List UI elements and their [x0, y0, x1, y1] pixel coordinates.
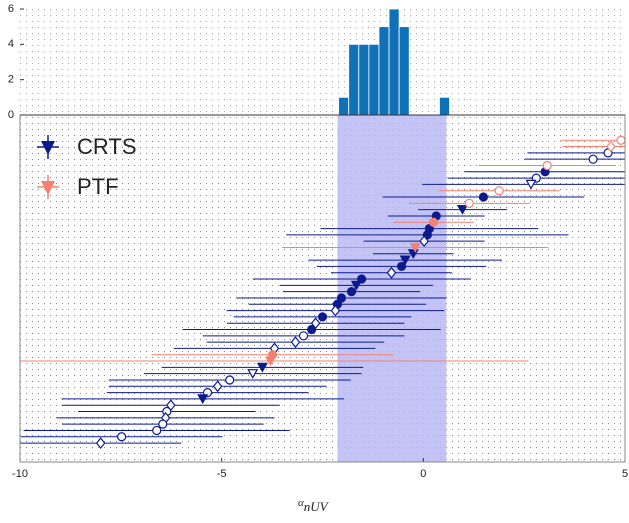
marker [616, 135, 625, 145]
marker [478, 192, 489, 202]
x-tick-label: -5 [217, 468, 227, 480]
x-tick-label: 0 [420, 468, 426, 480]
marker [396, 261, 407, 272]
marker [419, 235, 429, 248]
histogram-bar [388, 8, 400, 116]
x-tick-label: 5 [622, 468, 628, 480]
marker [346, 287, 357, 297]
marker [606, 140, 616, 153]
marker [399, 255, 411, 266]
y-tick-label: 0 [8, 109, 14, 121]
marker [336, 293, 347, 303]
marker [317, 312, 328, 322]
legend-marker [41, 141, 55, 155]
marker [525, 179, 537, 190]
marker [298, 331, 309, 341]
marker [247, 369, 259, 379]
legend-label: CRTS [77, 134, 137, 159]
bottom-grid [20, 115, 625, 462]
marker [330, 304, 341, 317]
marker [197, 394, 209, 405]
points [20, 135, 625, 450]
marker [95, 437, 106, 450]
marker [117, 432, 127, 442]
marker [428, 217, 439, 227]
legend-label: PTF [77, 174, 119, 199]
marker [494, 186, 504, 196]
histogram-bar [398, 26, 410, 116]
histogram-bar [378, 26, 390, 116]
histogram-bar [358, 43, 370, 116]
top-grid [20, 9, 625, 115]
marker [290, 336, 301, 349]
marker [456, 205, 468, 215]
x-tick-label: -10 [12, 468, 28, 480]
histogram-bar [348, 43, 360, 116]
marker [588, 154, 598, 164]
histogram-bar [439, 96, 450, 116]
marker [225, 375, 235, 385]
marker [350, 280, 362, 291]
legend-marker [41, 181, 55, 195]
y-tick-label: 2 [8, 74, 14, 86]
marker [386, 266, 397, 279]
marker [158, 419, 168, 429]
y-tick-label: 6 [8, 3, 14, 15]
marker [409, 242, 421, 253]
marker [152, 425, 162, 436]
x-axis-label: αnUV [298, 497, 330, 514]
histogram-bar [368, 43, 380, 116]
marker [542, 160, 552, 171]
marker [464, 198, 474, 208]
y-tick-label: 4 [8, 38, 14, 50]
marker [212, 380, 223, 393]
marker [256, 362, 268, 373]
marker [307, 324, 317, 335]
marker [264, 356, 276, 367]
histogram-bar [338, 96, 350, 116]
